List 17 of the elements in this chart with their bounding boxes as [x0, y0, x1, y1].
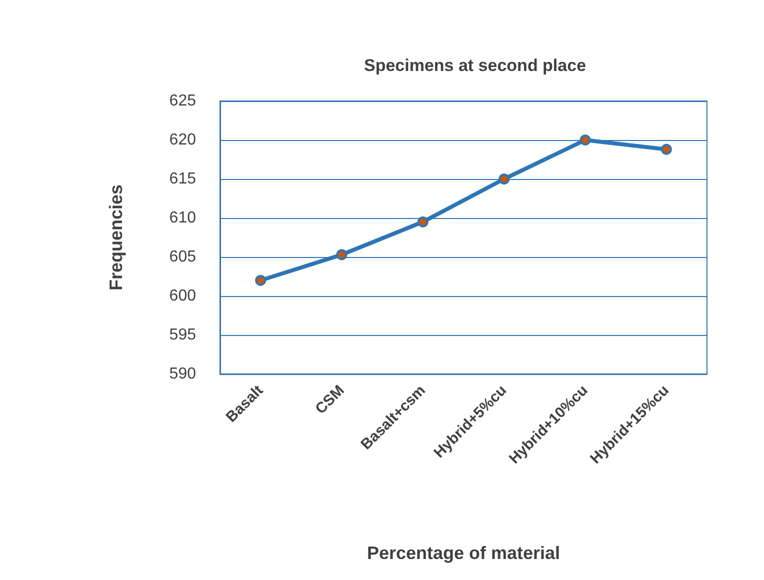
y-tick-label: 625 [169, 92, 196, 110]
y-tick-label: 595 [169, 326, 196, 344]
point [580, 134, 591, 146]
y-tick-label: 590 [169, 366, 196, 382]
y-axis-title: Frequencies [106, 184, 126, 291]
point [417, 216, 428, 228]
point [660, 144, 672, 155]
point [336, 249, 348, 260]
y-tick-label: 605 [169, 248, 196, 266]
point [498, 174, 510, 184]
point [255, 274, 266, 286]
y-tick-label: 600 [169, 288, 196, 304]
y-tick-label: 615 [169, 170, 196, 188]
y-tick-label: 610 [169, 210, 196, 226]
y-tick-label: 620 [169, 132, 196, 148]
chart-title: Specimens at second place [364, 56, 586, 75]
x-axis-title: Percentage of material [366, 543, 560, 563]
